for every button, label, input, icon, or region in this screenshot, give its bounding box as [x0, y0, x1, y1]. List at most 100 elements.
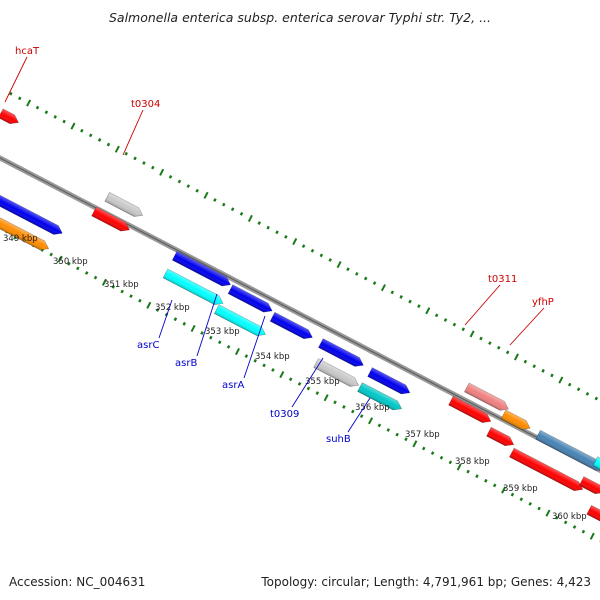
- gene-feature[interactable]: [171, 250, 232, 289]
- kbp-label: 354 kbp: [255, 352, 290, 362]
- tick-mark: [106, 142, 111, 147]
- tick-mark: [336, 261, 342, 269]
- label-leader: [243, 315, 266, 379]
- kbp-label: 360 kbp: [552, 512, 587, 522]
- gene-label-asrc[interactable]: asrC: [137, 340, 159, 351]
- tick-mark: [239, 211, 244, 216]
- gene-feature[interactable]: [464, 382, 510, 414]
- tick-mark: [217, 340, 222, 345]
- tick-mark: [151, 165, 155, 170]
- tick-mark: [306, 386, 311, 391]
- gene-feature[interactable]: [0, 108, 21, 127]
- gene-arrow-shade: [535, 430, 600, 471]
- gene-label-hcat[interactable]: hcaT: [15, 46, 40, 57]
- tick-mark: [372, 281, 377, 285]
- tick-mark: [114, 145, 120, 153]
- gene-arrow-shade: [586, 505, 600, 530]
- tick-mark: [84, 271, 89, 275]
- gene-feature[interactable]: [91, 206, 132, 234]
- gene-feature[interactable]: [0, 206, 51, 253]
- tick-mark: [159, 168, 165, 176]
- tick-mark: [567, 382, 572, 387]
- tick-mark: [488, 341, 492, 345]
- gene-arrow-shade: [0, 207, 49, 250]
- tick-mark: [323, 394, 329, 402]
- tick-mark: [466, 469, 470, 474]
- tick-mark: [275, 230, 279, 235]
- gene-arrow-shade: [318, 338, 364, 367]
- gene-feature[interactable]: [586, 504, 600, 532]
- tick-mark: [443, 318, 448, 322]
- gene-feature[interactable]: [213, 304, 267, 339]
- tick-mark: [550, 373, 554, 378]
- gene-arrow[interactable]: [592, 456, 600, 480]
- tick-mark: [537, 506, 541, 511]
- kbp-scale: 349 kbp 350 kbp 351 kbp 352 kbp 353 kbp 354 k…: [3, 234, 587, 522]
- gene-arrow-shade: [172, 251, 231, 286]
- gene-feature[interactable]: [0, 191, 65, 238]
- tick-mark: [138, 298, 142, 303]
- tick-mark: [226, 345, 231, 349]
- tick-mark: [541, 368, 545, 373]
- gene-arrow-shade: [163, 268, 224, 305]
- tick-mark: [310, 248, 315, 253]
- label-leader: [291, 357, 324, 408]
- tick-mark: [510, 492, 515, 497]
- gene-feature[interactable]: [486, 426, 516, 449]
- tick-mark: [505, 350, 510, 355]
- gene-feature[interactable]: [500, 409, 532, 433]
- gene-arrow-shade: [104, 192, 143, 217]
- gene-feature[interactable]: [578, 476, 600, 497]
- gene-feature[interactable]: [367, 367, 413, 398]
- gene-feature[interactable]: [509, 447, 585, 494]
- tick-mark: [585, 392, 590, 396]
- label-leader: [122, 109, 144, 156]
- gene-feature[interactable]: [448, 395, 494, 426]
- accession-text: Accession: NC_004631: [9, 575, 146, 589]
- tick-mark: [421, 446, 426, 451]
- tick-mark: [44, 110, 49, 115]
- gene-arrow-shade: [486, 427, 514, 446]
- tick-mark: [363, 276, 368, 281]
- tick-mark: [253, 358, 257, 363]
- gene-label-t0311[interactable]: t0311: [488, 274, 517, 285]
- gene-feature[interactable]: [592, 456, 600, 480]
- gene-feature[interactable]: [269, 311, 315, 342]
- gene-label-asrb[interactable]: asrB: [175, 358, 197, 369]
- tick-mark: [328, 258, 332, 262]
- tick-mark: [35, 105, 40, 110]
- tick-mark: [182, 321, 187, 326]
- tick-mark: [315, 391, 320, 395]
- tick-mark: [572, 525, 577, 529]
- tick-mark: [146, 301, 152, 309]
- tick-mark: [589, 532, 595, 540]
- gene-labels: hcaT t0304 t0311 yfhP asrC asrB asrA t0309 suhB: [4, 46, 554, 445]
- gene-feature[interactable]: [227, 284, 274, 316]
- tick-mark: [124, 151, 128, 156]
- tick-mark: [380, 284, 386, 292]
- gene-feature[interactable]: [104, 192, 145, 219]
- gene-feature[interactable]: [535, 429, 600, 474]
- tick-mark: [492, 483, 497, 488]
- gene-feature[interactable]: [318, 338, 365, 370]
- tick-mark: [452, 322, 457, 327]
- gene-label-suhb[interactable]: suhB: [326, 434, 351, 445]
- tick-mark: [93, 275, 98, 280]
- tick-mark: [301, 244, 306, 249]
- gene-feature[interactable]: [162, 268, 225, 308]
- gene-label-asra[interactable]: asrA: [222, 380, 244, 391]
- tick-mark: [62, 119, 66, 124]
- gene-label-t0309[interactable]: t0309: [270, 409, 299, 420]
- tick-mark: [262, 363, 266, 368]
- gene-arrow-shade: [579, 476, 600, 494]
- tick-mark: [234, 347, 240, 356]
- gene-label-yfhp[interactable]: yfhP: [532, 297, 554, 308]
- gene-label-t0304[interactable]: t0304: [131, 99, 160, 110]
- gene-feature[interactable]: [313, 358, 361, 390]
- tick-mark: [76, 266, 80, 271]
- tick-mark: [456, 463, 462, 471]
- gene-feature[interactable]: [357, 382, 404, 414]
- kbp-label: 349 kbp: [3, 234, 38, 244]
- tick-mark: [222, 202, 226, 207]
- tick-mark: [200, 331, 204, 335]
